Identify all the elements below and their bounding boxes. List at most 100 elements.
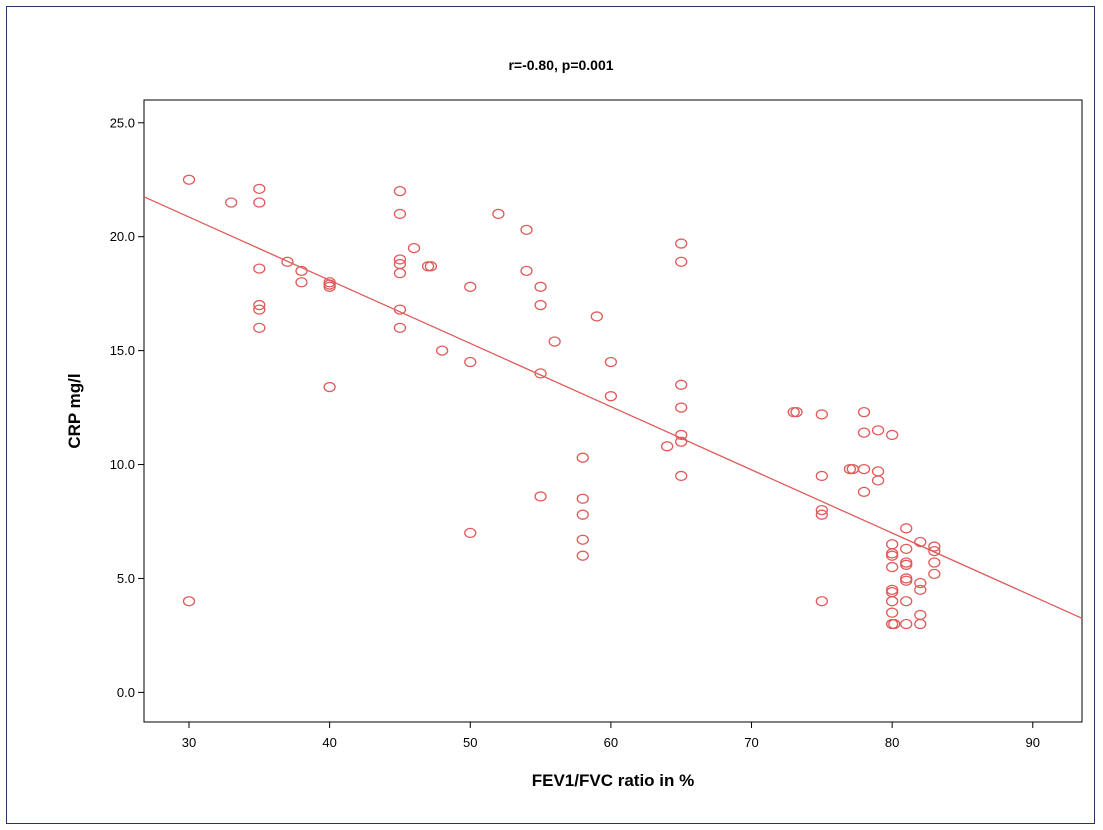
- data-point: [675, 379, 688, 390]
- data-point: [928, 541, 941, 552]
- data-point: [576, 534, 589, 545]
- y-axis: 0.0 5.0 10.0 15.0 20.0 25.0: [110, 115, 144, 700]
- x-axis: 30 40 50 60 70 80 90: [182, 722, 1040, 750]
- data-point: [900, 523, 913, 534]
- data-point: [225, 197, 238, 208]
- x-tick-label: 40: [322, 735, 336, 750]
- data-point: [871, 475, 885, 486]
- x-tick-label: 80: [885, 735, 899, 750]
- data-point: [534, 281, 547, 292]
- data-point: [253, 263, 266, 274]
- data-point: [900, 596, 913, 607]
- data-point: [885, 561, 899, 573]
- data-point: [590, 311, 603, 322]
- data-point: [928, 568, 941, 580]
- data-point: [675, 402, 688, 413]
- data-point: [604, 356, 618, 368]
- data-point: [914, 536, 927, 548]
- data-point: [253, 304, 266, 315]
- data-point: [393, 185, 407, 197]
- data-point: [393, 322, 407, 333]
- data-point: [576, 493, 589, 504]
- data-point: [675, 238, 688, 249]
- data-point: [675, 436, 688, 447]
- data-point: [900, 543, 913, 554]
- data-point: [815, 409, 828, 420]
- data-point: [295, 277, 308, 288]
- data-point: [675, 256, 688, 267]
- data-point: [464, 281, 477, 292]
- data-point: [393, 254, 407, 265]
- x-tick-label: 70: [744, 735, 758, 750]
- y-tick-label: 15.0: [110, 343, 135, 358]
- data-point: [857, 427, 871, 438]
- data-point: [914, 584, 927, 596]
- data-point: [888, 618, 901, 630]
- data-point: [871, 425, 885, 436]
- data-point: [393, 268, 407, 279]
- data-point: [928, 545, 941, 557]
- data-point: [393, 208, 407, 220]
- data-point: [900, 618, 913, 630]
- data-point: [914, 577, 927, 589]
- data-point: [253, 197, 266, 208]
- data-point: [815, 596, 828, 607]
- data-point: [253, 322, 266, 333]
- data-point: [548, 336, 561, 347]
- data-point: [576, 452, 589, 463]
- data-point: [885, 607, 899, 618]
- data-point: [790, 406, 803, 418]
- data-point: [534, 491, 547, 502]
- x-axis-label: FEV1/FVC ratio in %: [532, 771, 694, 790]
- y-tick-label: 20.0: [110, 229, 135, 244]
- y-axis-label: CRP mg/l: [65, 373, 84, 448]
- data-point: [281, 256, 294, 267]
- data-point: [675, 470, 688, 482]
- data-point: [435, 345, 449, 356]
- x-tick-label: 30: [182, 735, 196, 750]
- data-point: [520, 224, 533, 236]
- y-tick-label: 25.0: [110, 115, 135, 130]
- data-point: [885, 429, 899, 441]
- data-point: [407, 242, 421, 254]
- data-point: [534, 299, 547, 311]
- data-point: [900, 575, 913, 586]
- plot-area: [143, 99, 1083, 723]
- data-point: [253, 183, 266, 195]
- y-tick-label: 10.0: [110, 457, 135, 472]
- data-points: [182, 174, 941, 630]
- data-point: [815, 504, 828, 516]
- data-point: [815, 470, 828, 482]
- data-point: [928, 557, 941, 568]
- data-point: [295, 265, 308, 277]
- data-point: [857, 406, 871, 418]
- data-point: [914, 618, 927, 630]
- data-point: [182, 596, 196, 607]
- data-point: [534, 368, 547, 379]
- x-tick-label: 60: [604, 735, 618, 750]
- data-point: [182, 174, 196, 185]
- data-point: [576, 509, 589, 520]
- data-point: [424, 261, 438, 272]
- data-point: [464, 527, 477, 539]
- data-point: [520, 265, 533, 277]
- data-point: [464, 356, 477, 368]
- data-point: [857, 463, 871, 475]
- y-tick-label: 5.0: [117, 571, 135, 586]
- data-point: [660, 441, 674, 452]
- data-point: [604, 391, 618, 402]
- data-point: [492, 208, 505, 220]
- data-point: [393, 304, 407, 315]
- data-point: [253, 299, 266, 311]
- data-point: [900, 559, 913, 570]
- x-tick-label: 90: [1026, 735, 1040, 750]
- data-point: [815, 509, 828, 520]
- data-point: [857, 486, 871, 498]
- y-tick-label: 0.0: [117, 685, 135, 700]
- x-tick-label: 50: [463, 735, 477, 750]
- data-point: [323, 281, 336, 292]
- chart-title: r=-0.80, p=0.001: [508, 57, 613, 73]
- data-point: [885, 596, 899, 607]
- data-point: [576, 550, 589, 561]
